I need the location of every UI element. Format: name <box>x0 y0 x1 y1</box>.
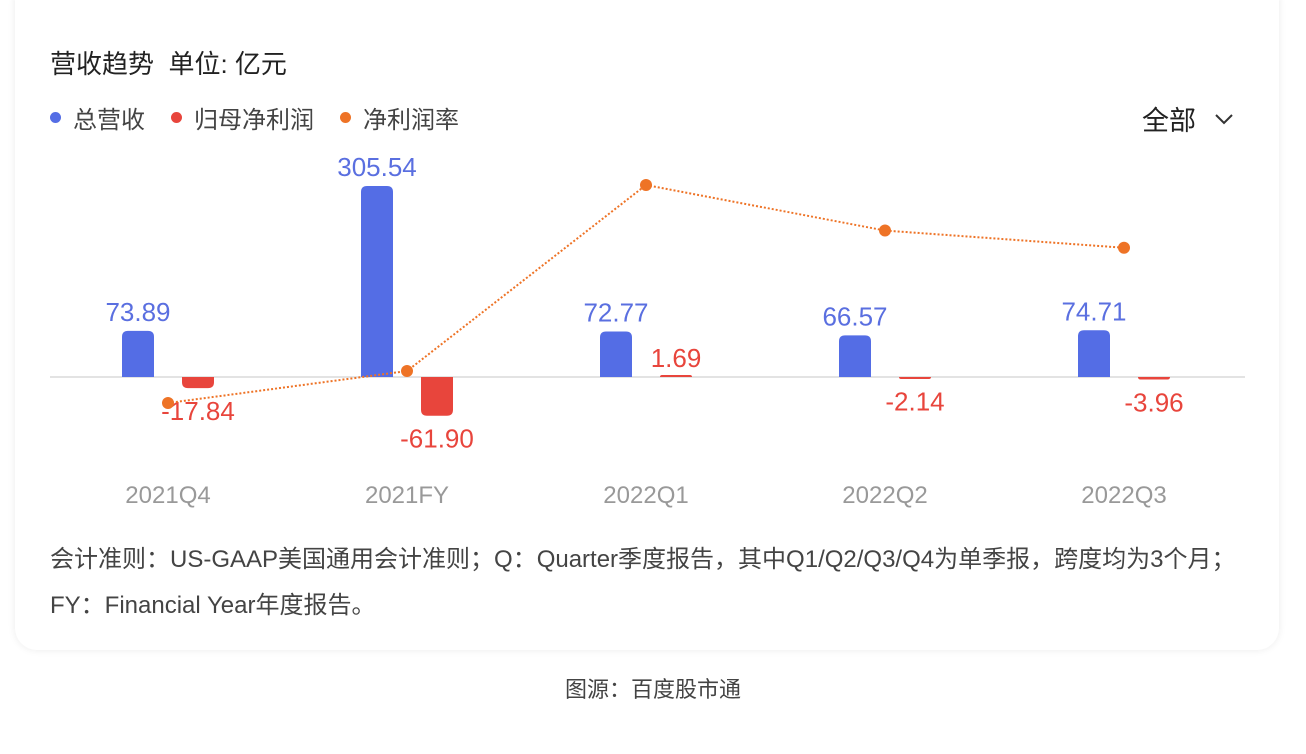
net-profit-bar <box>182 377 214 389</box>
revenue-bar <box>361 186 393 377</box>
chevron-down-icon <box>1215 113 1233 124</box>
net-margin-point <box>401 365 413 378</box>
net-margin-line <box>167 183 1125 405</box>
revenue-bar <box>122 330 154 377</box>
net-margin-point <box>640 178 652 191</box>
revenue-data-label: 66.57 <box>822 301 887 331</box>
legend-item-net-profit[interactable]: 归母净利润 <box>171 100 314 135</box>
net-margin-point <box>162 397 174 410</box>
x-tick-label: 2021FY <box>365 482 449 509</box>
x-tick-label: 2022Q3 <box>1081 482 1166 509</box>
net-profit-data-label: -2.14 <box>885 386 944 416</box>
image-source: 图源：百度股市通 <box>564 677 741 702</box>
revenue-trend-card <box>15 0 1279 650</box>
x-tick-label: 2022Q1 <box>603 482 688 509</box>
legend: 总营收 归母净利润 净利润率 <box>50 100 459 135</box>
net-profit-bar <box>660 375 692 377</box>
x-tick-label: 2022Q2 <box>842 482 927 509</box>
chart-title: 营收趋势 单位: 亿元 <box>50 49 287 79</box>
net-profit-data-label: -3.96 <box>1124 387 1183 417</box>
revenue-data-label: 72.77 <box>583 298 648 328</box>
revenue-bar <box>839 335 871 377</box>
net-margin-point <box>879 224 891 237</box>
legend-item-net-margin[interactable]: 净利润率 <box>340 100 459 135</box>
net-profit-bar <box>1138 377 1170 380</box>
legend-dot-icon <box>50 112 61 123</box>
revenue-chart: 2021Q473.89-17.842021FY305.54-61.902022Q… <box>50 152 1245 509</box>
net-profit-bar <box>421 377 453 416</box>
legend-dot-icon <box>171 112 182 123</box>
legend-item-revenue[interactable]: 总营收 <box>50 100 145 135</box>
revenue-data-label: 73.89 <box>105 297 170 327</box>
x-tick-label: 2021Q4 <box>125 482 210 509</box>
net-margin-point <box>1118 241 1130 254</box>
net-profit-data-label: 1.69 <box>651 343 702 373</box>
legend-dot-icon <box>340 112 351 123</box>
revenue-bar <box>600 331 632 377</box>
revenue-data-label: 74.71 <box>1061 296 1126 326</box>
period-filter-dropdown[interactable]: 全部 <box>1142 99 1234 138</box>
revenue-data-label: 305.54 <box>337 152 417 182</box>
footnote: 会计准则：US-GAAP美国通用会计准则；Q：Quarter季度报告，其中Q1/… <box>50 546 1236 619</box>
revenue-bar <box>1078 330 1110 377</box>
unit-label: 单位: 亿元 <box>168 49 287 79</box>
net-profit-bar <box>899 377 931 379</box>
net-profit-data-label: -61.90 <box>400 424 474 454</box>
